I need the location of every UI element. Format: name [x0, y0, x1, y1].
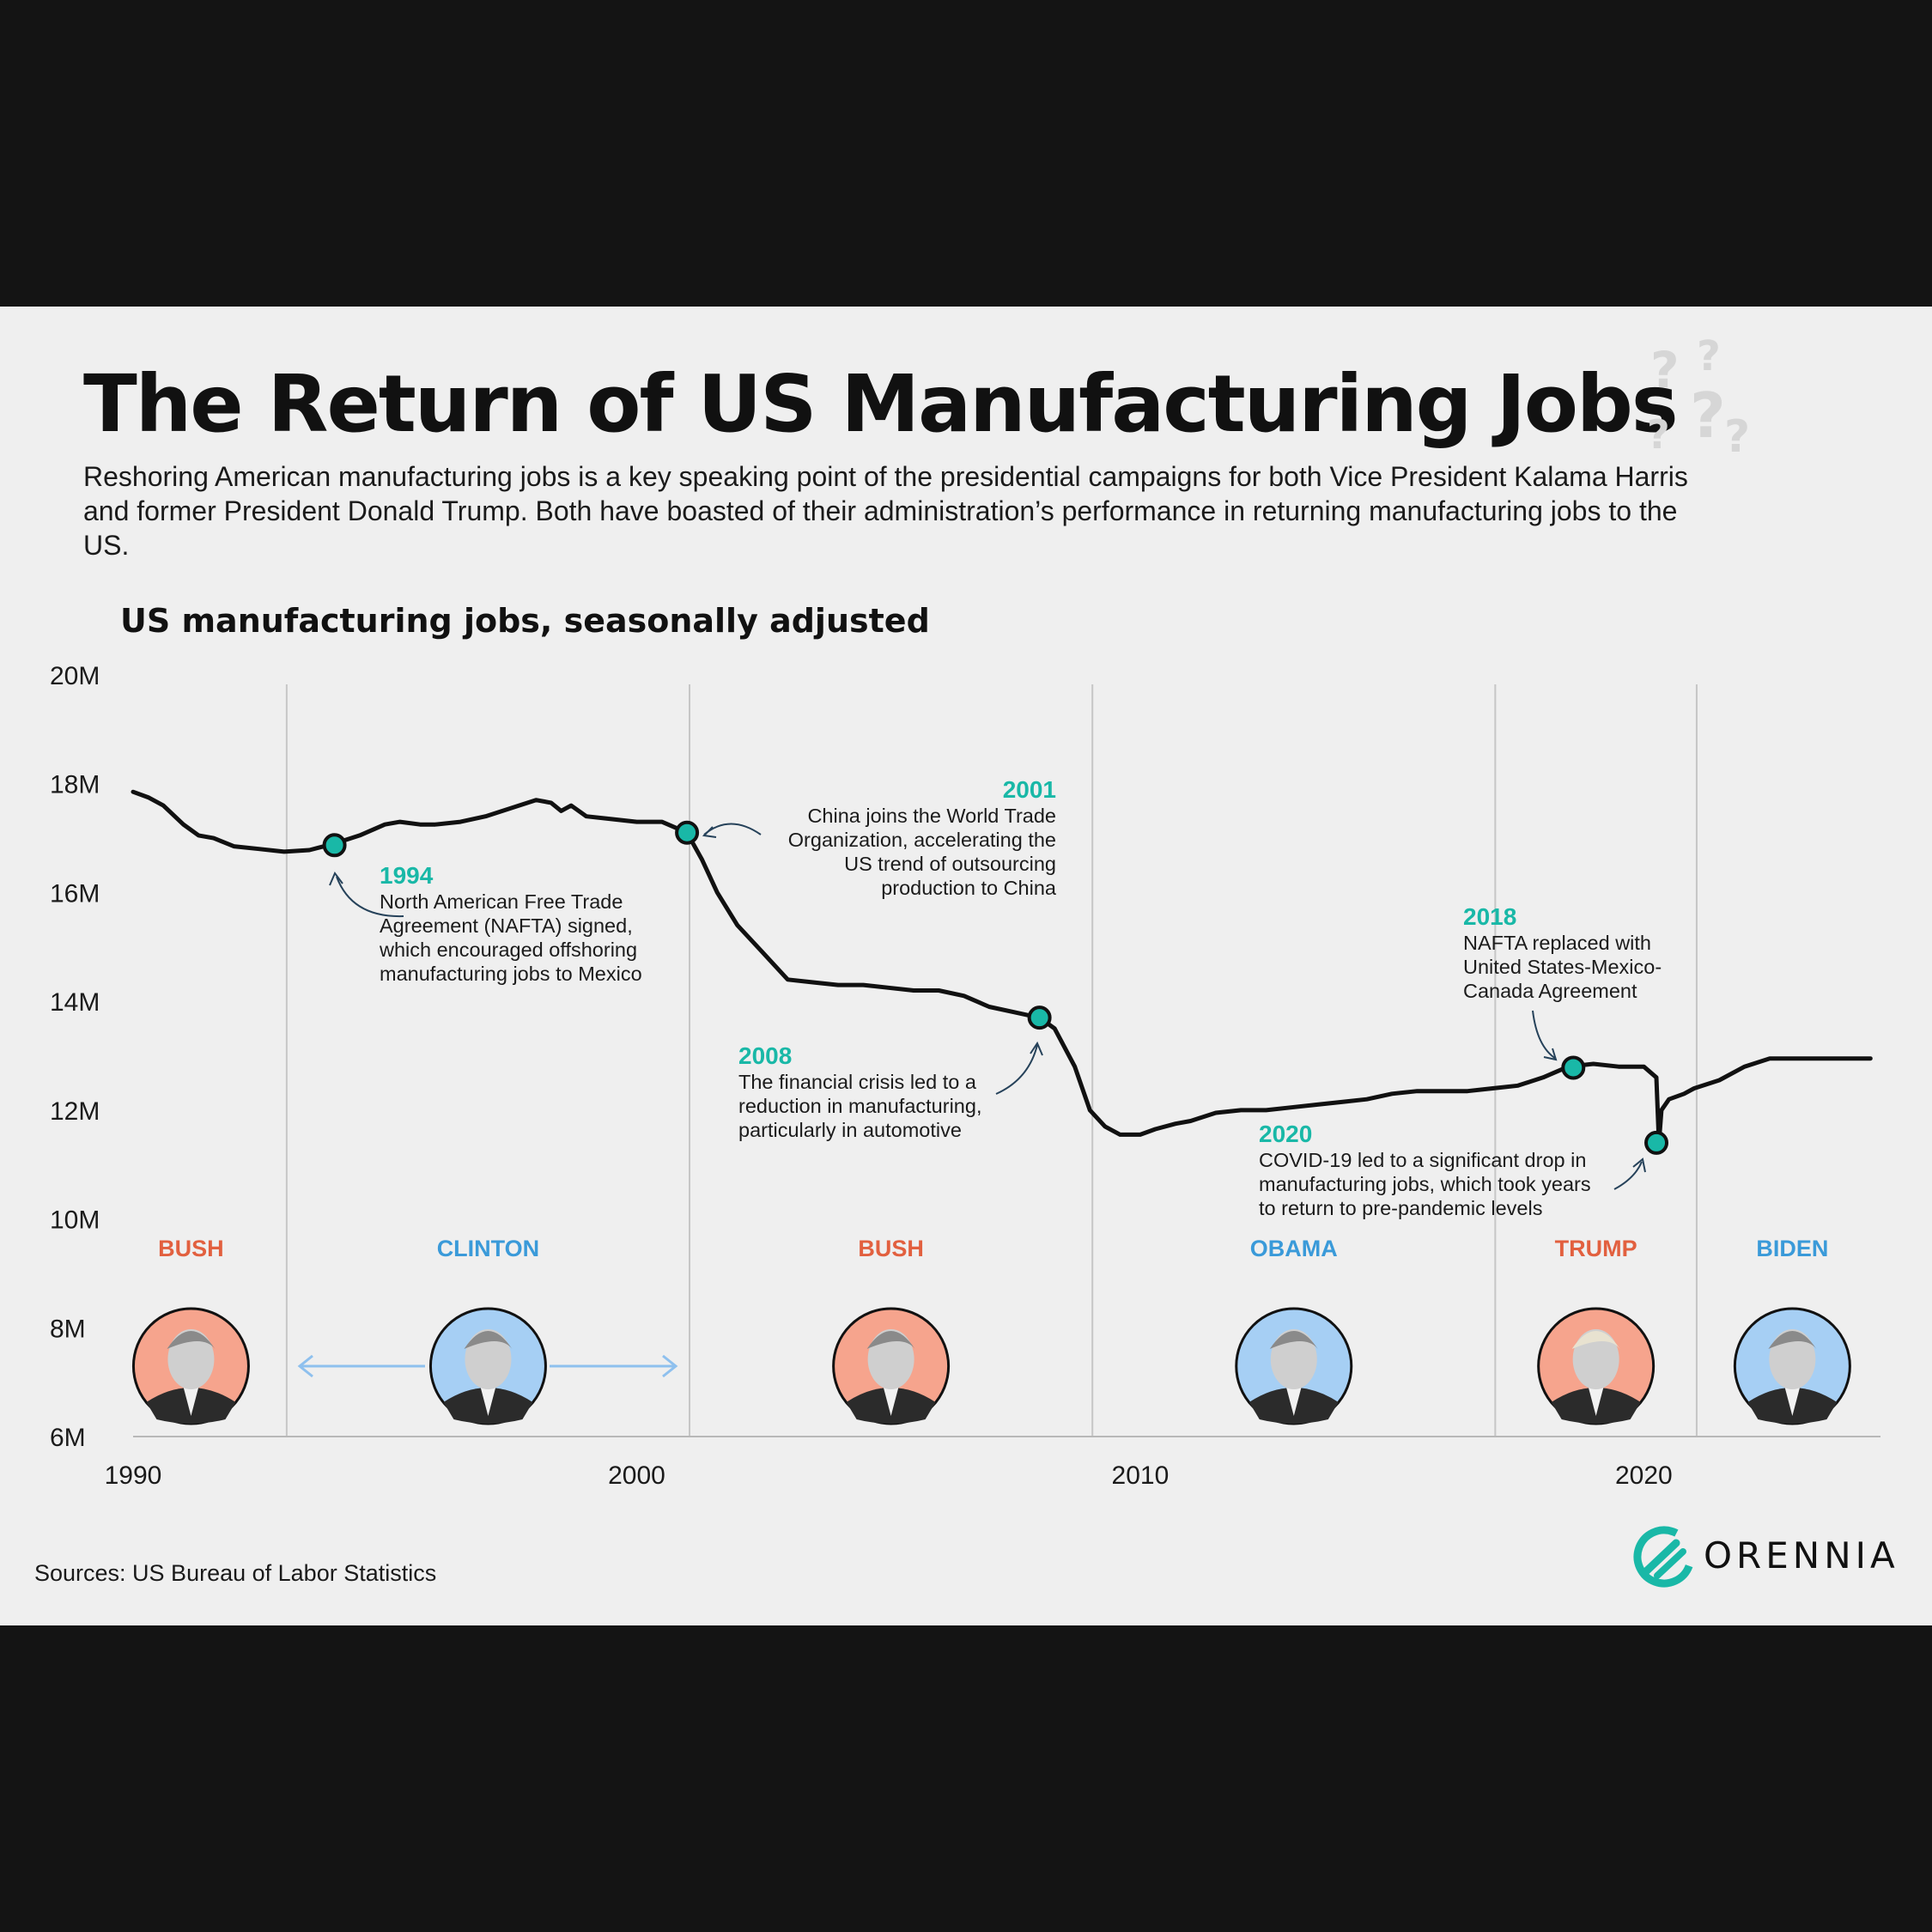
- president-name: BUSH: [858, 1236, 924, 1261]
- highlight-point: [1027, 1005, 1052, 1030]
- president-obama: OBAMA: [1235, 1236, 1353, 1425]
- portrait-shirt-icon: [479, 1383, 497, 1416]
- portrait-shirt-icon: [1783, 1383, 1801, 1416]
- page-title: The Return of US Manufacturing Jobs: [83, 358, 1679, 450]
- x-tick-label: 1990: [105, 1461, 162, 1490]
- portrait-shirt-icon: [1587, 1383, 1605, 1416]
- annotation-text: to return to pre-pandemic levels: [1259, 1197, 1542, 1219]
- arrowhead-icon: [1632, 1157, 1646, 1173]
- x-tick-label: 2000: [608, 1461, 665, 1490]
- y-tick-label: 10M: [50, 1206, 100, 1235]
- annotation-text: Canada Agreement: [1463, 980, 1637, 1002]
- arrowhead-icon: [329, 872, 343, 886]
- y-tick-label: 14M: [50, 988, 100, 1017]
- annotation-year: 2008: [738, 1042, 792, 1069]
- president-bush: BUSH: [832, 1236, 951, 1425]
- annotation-text: Agreement (NAFTA) signed,: [380, 914, 633, 937]
- question-mark: ?: [1650, 341, 1680, 399]
- question-mark: ?: [1697, 332, 1721, 380]
- annotation-text: manufacturing jobs, which took years: [1259, 1173, 1591, 1195]
- question-marks-decoration: ? ? ? ? ?: [1640, 332, 1760, 470]
- portrait-hair-icon: [1768, 1331, 1817, 1349]
- president-biden: BIDEN: [1733, 1236, 1851, 1425]
- y-tick-label: 20M: [50, 662, 100, 690]
- annotation-text: US trend of outsourcing: [844, 853, 1056, 875]
- y-tick-label: 16M: [50, 879, 100, 908]
- annotation-2020: 2020 COVID-19 led to a significant drop …: [1259, 1121, 1646, 1219]
- y-tick-label: 6M: [50, 1424, 86, 1452]
- annotation-year: 2020: [1259, 1121, 1312, 1147]
- source-note: Sources: US Bureau of Labor Statistics: [34, 1560, 437, 1586]
- president-name: TRUMP: [1555, 1236, 1637, 1261]
- annotation-year: 2018: [1463, 903, 1516, 930]
- highlight-point: [1644, 1130, 1669, 1155]
- question-mark: ?: [1724, 411, 1751, 463]
- y-tick-label: 12M: [50, 1097, 100, 1126]
- annotation-2001: 2001 China joins the World Trade Organiz…: [702, 776, 1057, 899]
- president-trump: TRUMP: [1537, 1236, 1656, 1425]
- president-name: CLINTON: [437, 1236, 540, 1261]
- annotation-arrow: [336, 876, 404, 918]
- portrait-hair-icon: [1269, 1331, 1318, 1349]
- annotation-text: The financial crisis led to a: [738, 1071, 977, 1093]
- annotation-2008: 2008 The financial crisis led to a reduc…: [738, 1041, 1043, 1141]
- x-tick-label: 2010: [1112, 1461, 1170, 1490]
- question-mark: ?: [1647, 411, 1670, 458]
- portrait-hair-icon: [866, 1331, 915, 1349]
- portrait-hair-icon: [167, 1331, 216, 1349]
- annotation-arrow: [995, 1044, 1038, 1095]
- y-tick-label: 18M: [50, 771, 100, 799]
- portrait-shirt-icon: [882, 1383, 900, 1416]
- portrait-hair-icon: [1571, 1331, 1620, 1349]
- portrait-shirt-icon: [1285, 1383, 1303, 1416]
- annotation-2018: 2018 NAFTA replaced with United States-M…: [1463, 903, 1662, 1061]
- portrait-hair-icon: [464, 1331, 513, 1349]
- arrowhead-icon: [1030, 1041, 1043, 1056]
- president-name: BUSH: [158, 1236, 224, 1261]
- president-bush: BUSH: [131, 1236, 250, 1425]
- question-mark: ?: [1690, 380, 1726, 452]
- president-clinton: CLINTON: [428, 1236, 547, 1425]
- logo-wordmark: ORENNIA: [1704, 1534, 1899, 1577]
- clinton-term-arrows: [297, 1354, 678, 1378]
- x-tick-label: 2020: [1615, 1461, 1673, 1490]
- arrowhead-icon: [702, 826, 717, 838]
- president-name: BIDEN: [1756, 1236, 1828, 1261]
- orennia-logo-icon: [1633, 1526, 1695, 1588]
- annotation-text: production to China: [881, 877, 1057, 899]
- annotation-text: North American Free Trade: [380, 890, 623, 913]
- annotation-arrow: [703, 823, 762, 835]
- annotation-text: COVID-19 led to a significant drop in: [1259, 1149, 1586, 1171]
- subtitle: Reshoring American manufacturing jobs is…: [83, 461, 1688, 561]
- annotation-text: NAFTA replaced with: [1463, 932, 1651, 954]
- annotation-arrow: [1532, 1010, 1557, 1060]
- highlight-point: [675, 820, 700, 845]
- line-chart: 6M 8M 10M 12M 14M 16M 18M 20M 1990 2000 2010 2020 …: [50, 662, 1880, 1490]
- arrowhead-icon: [1543, 1048, 1558, 1061]
- annotation-text: particularly in automotive: [738, 1119, 962, 1141]
- series-line: [131, 789, 1873, 1145]
- highlight-point: [1561, 1055, 1586, 1080]
- chart-title: US manufacturing jobs, seasonally adjust…: [120, 602, 930, 640]
- annotation-year: 1994: [380, 862, 434, 889]
- annotation-text: reduction in manufacturing,: [738, 1095, 981, 1117]
- annotation-text: United States-Mexico-: [1463, 956, 1662, 978]
- arrow-left-icon: [297, 1354, 313, 1378]
- annotation-text: manufacturing jobs to Mexico: [380, 963, 642, 985]
- annotation-1994: 1994 North American Free Trade Agreement…: [329, 862, 642, 985]
- arrow-right-icon: [662, 1354, 678, 1378]
- annotation-text: China joins the World Trade: [807, 805, 1056, 827]
- orennia-logo: ORENNIA: [1631, 1524, 1895, 1593]
- annotation-arrow: [1613, 1161, 1643, 1190]
- highlight-point: [322, 833, 347, 858]
- president-name: OBAMA: [1250, 1236, 1338, 1261]
- portrait-shirt-icon: [182, 1383, 200, 1416]
- annotation-year: 2001: [1003, 776, 1056, 803]
- infographic-card: The Return of US Manufacturing Jobs ? ? …: [0, 307, 1932, 1625]
- y-tick-label: 8M: [50, 1315, 86, 1343]
- annotation-text: which encouraged offshoring: [379, 939, 637, 961]
- annotation-text: Organization, accelerating the: [788, 829, 1056, 851]
